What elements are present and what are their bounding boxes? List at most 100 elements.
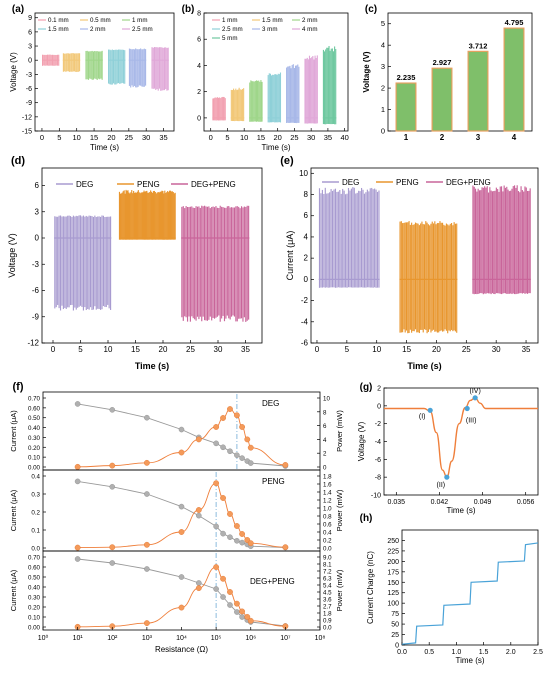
panel-h-charge-curve xyxy=(401,542,539,645)
panel-a-legend-entry: 1.5 mm xyxy=(48,26,69,33)
panel-g-point xyxy=(464,405,470,412)
panel-f-power-line xyxy=(77,482,286,549)
panel-f-power-point xyxy=(178,604,185,611)
panel-a-x-tick: 5 xyxy=(57,133,61,142)
panel-f-subplot-title: DEG xyxy=(262,399,279,408)
panel-f-power-point xyxy=(213,480,220,487)
panel-d-legend-entry: DEG xyxy=(76,180,93,189)
panel-h-ylabel: Current Charge (nC) xyxy=(366,551,375,624)
panel-h-y-tick: 225 xyxy=(387,548,399,555)
panel-f-current-point xyxy=(227,534,233,541)
panel-g-y-tick: -4 xyxy=(375,439,381,446)
panel-e-legend-entry: DEG xyxy=(342,178,359,187)
panel-f-power-point xyxy=(239,608,245,615)
panel-f-x-tick-label: 10⁸ xyxy=(315,635,326,642)
panel-f-current-tick-label: 0.2 xyxy=(31,510,40,517)
panel-f-x-tick-label: 10⁴ xyxy=(176,635,187,642)
panel-a-y-tick: 9 xyxy=(28,15,32,22)
panel-f-current-line xyxy=(77,558,286,627)
panel-b-y-tick: 0 xyxy=(197,115,201,122)
panel-f-current-point xyxy=(213,440,219,447)
panel-f-current-point xyxy=(220,530,226,537)
panel-c-bar-label: 3.712 xyxy=(469,41,488,50)
panel-b-legend-entry: 3 mm xyxy=(262,26,277,33)
panel-d-y-tick: -12 xyxy=(27,339,39,348)
panel-f-current-tick-label: 0.10 xyxy=(28,455,41,462)
panel-d-y-tick: -6 xyxy=(32,286,40,295)
panel-b-y-tick: 2 xyxy=(197,89,201,96)
panel-f-current-point xyxy=(144,491,150,497)
panel-b-x-tick: 15 xyxy=(257,133,265,142)
panel-f-current-point xyxy=(109,560,116,566)
panel-h-y-tick: 75 xyxy=(391,611,399,618)
panel-f-power-point xyxy=(178,529,185,535)
panel-e-y-tick: 10 xyxy=(299,169,308,178)
panel-h-y-tick: 25 xyxy=(391,632,399,639)
panel-g-y-tick: 2 xyxy=(377,386,381,393)
panel-f-x-tick-label: 10⁶ xyxy=(245,635,256,642)
panel-f-current-point xyxy=(213,586,219,592)
panel-g-ylabel: Voltage (V) xyxy=(357,421,366,461)
panel-g-y-tick: -10 xyxy=(371,493,381,500)
panel-e-xlabel: Time (s) xyxy=(407,361,441,371)
panel-f-current-line xyxy=(77,480,286,548)
panel-f-power-point xyxy=(220,575,226,582)
panel-d-legend-entry: DEG+PENG xyxy=(191,180,236,189)
panel-f-current-tick-label: 0.3 xyxy=(31,492,40,499)
panel-f-subplot-title: DEG+PENG xyxy=(250,577,295,586)
panel-d-x-tick: 30 xyxy=(214,345,223,354)
panel-h-y-tick: 0 xyxy=(395,643,399,650)
panel-h-x-tick: 2.0 xyxy=(506,649,516,656)
panel-g-x-tick: 0.042 xyxy=(431,499,449,506)
panel-e-y-tick: -6 xyxy=(301,339,309,348)
panel-f-power-tick-label: 0.4 xyxy=(323,530,332,537)
panel-e-y-tick: -4 xyxy=(301,317,309,326)
panel-f-power-point xyxy=(227,406,233,412)
panel-c-y-tick: 1 xyxy=(381,105,385,114)
panel-f-current-ylabel: Current (μA) xyxy=(9,489,18,531)
panel-f-power-point xyxy=(195,436,202,443)
panel-f-power-point xyxy=(282,544,289,551)
panel-f-xlabel: Resistance (Ω) xyxy=(155,645,208,654)
panel-f-x-tick-label: 10⁵ xyxy=(211,635,222,642)
panel-f-x-tick-label: 10⁰ xyxy=(38,634,49,642)
panel-a-x-tick: 10 xyxy=(73,133,81,142)
panel-f-power-point xyxy=(220,415,226,421)
panel-h-y-tick: 125 xyxy=(387,590,399,597)
panel-f-power-point xyxy=(244,436,251,443)
panel-a-x-tick: 0 xyxy=(40,133,44,142)
panel-a-y-tick: -12 xyxy=(22,114,32,121)
panel-b-x-tick: 10 xyxy=(240,133,248,142)
panel-f-x-tick-label: 10⁷ xyxy=(280,635,291,642)
panel-f-power-point xyxy=(239,531,245,537)
panel-e-y-tick: 4 xyxy=(304,232,309,241)
panel-f-power-point xyxy=(143,541,150,548)
panel-f-current-point xyxy=(239,539,245,546)
panel-f-current-tick-label: 0.00 xyxy=(28,465,41,472)
panel-f-current-tick-label: 0.70 xyxy=(28,555,41,562)
panel-f-power-point xyxy=(227,511,233,517)
panel-b-legend-entry: 5 mm xyxy=(222,35,237,42)
panel-f-power-tick-label: 7.2 xyxy=(323,569,332,576)
panel-f-power-tick-label: 0.2 xyxy=(323,538,332,545)
panel-f-current-point xyxy=(220,444,226,451)
panel-a-frame xyxy=(34,12,175,132)
panel-h-y-tick: 50 xyxy=(391,622,399,629)
panel-c-y-tick: 5 xyxy=(381,19,385,28)
panel-h-y-tick: 175 xyxy=(387,569,399,576)
panel-g-point-label: (III) xyxy=(466,418,477,425)
panel-f-current-tick-label: 0.40 xyxy=(28,585,41,592)
panel-b-x-tick: 25 xyxy=(290,133,298,142)
panel-a-y-tick: -6 xyxy=(26,86,32,93)
panel-g-point-label: (I) xyxy=(419,413,426,420)
panel-f-power-tick-label: 2.7 xyxy=(323,604,332,611)
panel-f-current-tick-label: 0.40 xyxy=(28,425,41,432)
panel-f-current-point xyxy=(178,503,185,510)
panel-f-x-tick-label: 10¹ xyxy=(73,635,84,642)
panel-f-current-point xyxy=(234,452,240,458)
panel-f-power-tick-label: 1.8 xyxy=(323,474,332,481)
panel-c-ylabel: Voltage (V) xyxy=(362,51,371,93)
panel-d-x-tick: 0 xyxy=(51,345,56,354)
panel-f-current-tick-label: 0.30 xyxy=(28,595,41,602)
panel-f-power-point xyxy=(143,620,150,627)
